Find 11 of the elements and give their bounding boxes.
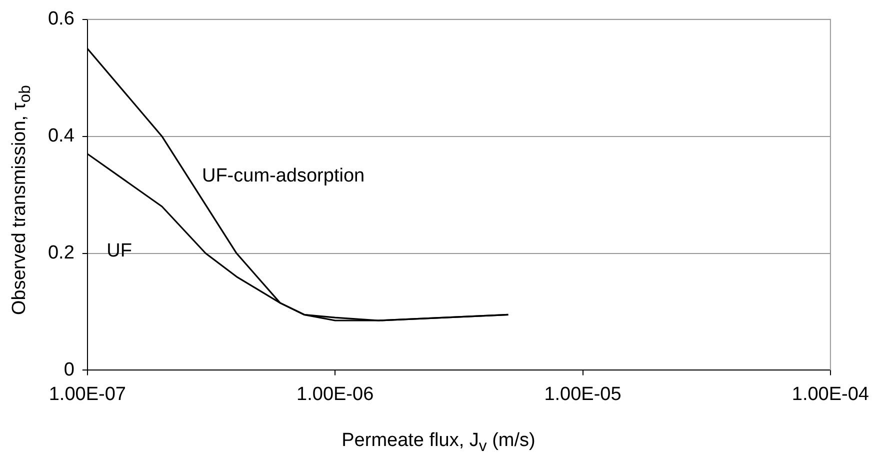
y-tick-label: 0.4: [48, 126, 75, 147]
x-tick-label: 1.00E-04: [792, 384, 870, 405]
y-tick-label: 0.6: [48, 8, 74, 30]
y-tick-label: 0.2: [48, 242, 74, 264]
y-tick-label: 0: [64, 359, 74, 380]
series-label: UF-cum-adsorption: [202, 165, 365, 186]
x-axis-title: Permeate flux, J$_{v}$ (m/s): [340, 430, 536, 456]
text: UF: [106, 240, 132, 262]
x-tick-label: 1.00E-07: [48, 384, 126, 405]
x-tick-label: 1.00E-06: [296, 384, 374, 405]
x-tick-label: 1.00E-05: [544, 384, 622, 405]
